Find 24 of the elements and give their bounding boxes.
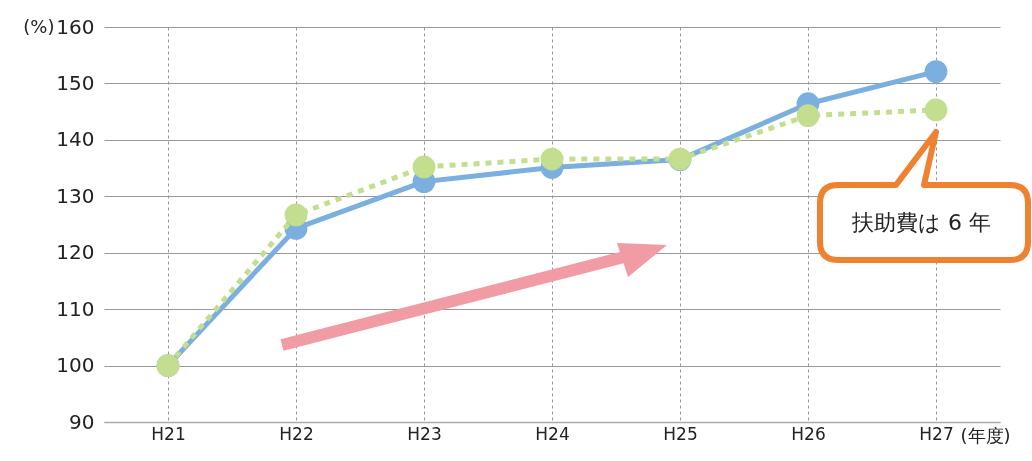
y-tick-label: 130	[56, 183, 95, 208]
y-tick-label: 160	[56, 14, 95, 39]
annotation: 扶助費は 6 年	[851, 210, 991, 236]
x-tick-label: H23	[407, 423, 442, 444]
x-axis-title: (年度)	[960, 424, 1011, 446]
point	[924, 98, 948, 122]
x-tick-label: H24	[535, 423, 570, 444]
y-tick-label: 120	[56, 240, 95, 265]
x-tick-label: H27	[919, 423, 954, 444]
x-tick-label: H25	[663, 423, 698, 444]
y-tick-label: 110	[56, 296, 95, 321]
y-tick-label: 140	[56, 127, 95, 152]
x-tick-label: H21	[151, 423, 186, 444]
point	[924, 60, 948, 83]
point	[796, 104, 820, 127]
point	[284, 203, 308, 227]
x-tick-label: H26	[791, 423, 826, 444]
y-tick-label: 90	[69, 409, 95, 434]
x-tick-label: H22	[279, 423, 314, 444]
y-axis-title: (%)	[23, 15, 55, 37]
point	[412, 155, 436, 179]
point	[540, 147, 564, 171]
y-tick-label: 150	[56, 70, 95, 95]
y-tick-label: 100	[56, 353, 95, 378]
